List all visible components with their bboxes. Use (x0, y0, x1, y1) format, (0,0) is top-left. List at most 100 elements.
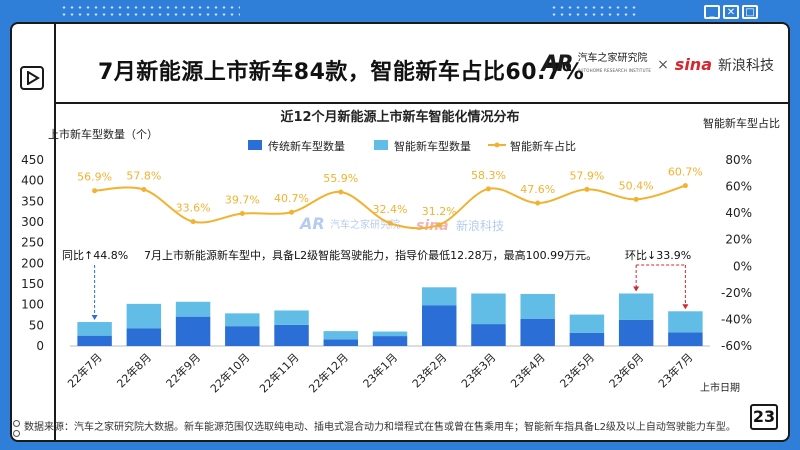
y2-tick-label: -40% (721, 312, 752, 326)
bar-traditional (274, 324, 309, 346)
bar-smart (668, 311, 703, 333)
bar-smart (274, 310, 309, 325)
footnote: 数据来源：汽车之家研究院大数据。新车能源范围仅选取纯电动、插电式混合动力和增程式… (24, 422, 736, 433)
close-icon[interactable]: ✕ (723, 5, 739, 19)
bar-smart (77, 322, 112, 336)
x-tick-label: 23年1月 (360, 350, 400, 390)
bar-traditional (175, 316, 211, 346)
bar-traditional (323, 339, 358, 346)
chart-title: 近12个月新能源上市新车智能化情况分布 (280, 109, 519, 125)
y2-tick-label: 60% (725, 180, 752, 194)
decorative-dots-right (550, 4, 640, 18)
ratio-point (682, 183, 688, 189)
title-divider (54, 102, 788, 104)
ratio-data-label: 60.7% (668, 166, 703, 179)
maximize-icon[interactable]: □ (742, 5, 758, 19)
bar-traditional (618, 319, 654, 346)
cross-icon: × (657, 56, 669, 73)
legend-label: 传统新车型数量 (268, 139, 345, 153)
ratio-point (289, 209, 295, 215)
ratio-data-label: 57.8% (126, 169, 161, 182)
ratio-point (190, 219, 196, 225)
x-axis-label: 上市日期 (700, 381, 740, 394)
bar-smart (175, 301, 211, 317)
play-icon (27, 71, 40, 85)
bar-smart (520, 293, 555, 319)
mom-arrow-head-left (633, 286, 640, 292)
watermark-brand2: 新浪科技 (456, 218, 504, 233)
annotation-middle: 7月上市新能源新车型中，具备L2级智能驾驶能力，指导价最低12.28万，最高10… (144, 248, 597, 262)
ratio-data-label: 39.7% (225, 194, 260, 207)
bar-traditional (422, 305, 457, 346)
bar-traditional (372, 336, 408, 346)
x-tick-label: 22年9月 (163, 350, 203, 390)
y2-tick-label: -20% (721, 286, 752, 300)
ratio-data-label: 57.9% (569, 169, 604, 182)
play-button[interactable] (20, 66, 44, 90)
minimize-icon[interactable]: _ (704, 5, 720, 19)
legend-line-dot (494, 142, 500, 148)
ratio-point (387, 220, 393, 226)
ratio-data-label: 33.6% (176, 202, 211, 215)
ratio-data-label: 56.9% (77, 171, 112, 184)
x-tick-label: 23年2月 (409, 350, 449, 390)
bar-smart (422, 287, 457, 306)
decorative-dots-left (60, 4, 240, 18)
slide-frame: 7月新能源上市新车84款，智能新车占比60.7% AR 汽车之家研究院 AUTO… (10, 22, 790, 442)
autohome-brand: 汽车之家研究院 AUTOHOME RESEARCH INSTITUTE (578, 53, 652, 77)
annotation-yoy: 同比↑44.8% (62, 249, 128, 262)
x-tick-label: 22年12月 (306, 350, 351, 395)
ratio-point (338, 189, 344, 195)
bar-smart (323, 331, 358, 340)
ratio-point (535, 200, 541, 206)
bar-smart (126, 303, 162, 329)
y-tick-label: 200 (21, 256, 44, 270)
mom-arrow-head-right (682, 304, 689, 310)
page-title: 7月新能源上市新车84款，智能新车占比60.7% (98, 60, 585, 85)
x-tick-label: 23年5月 (557, 350, 597, 390)
y2-tick-label: 20% (725, 233, 752, 247)
y2-tick-label: -60% (721, 339, 752, 353)
sidebar (12, 24, 56, 440)
ratio-point (92, 188, 98, 194)
y-tick-label: 250 (21, 236, 44, 250)
sina-logo-icon: sina (674, 55, 712, 74)
ratio-data-label: 31.2% (422, 205, 457, 218)
annotation: 同比↑44.8% 7月上市新能源新车型中，具备L2级智能驾驶能力，指导价最低12… (62, 248, 691, 321)
ratio-point (436, 222, 442, 228)
page-number: 23 (750, 404, 778, 430)
bar-traditional (668, 332, 703, 346)
watermark-ar-icon: AR (298, 214, 325, 233)
y2-tick-label: 40% (725, 206, 752, 220)
bar-smart (569, 314, 605, 333)
y-tick-label: 300 (21, 215, 44, 229)
x-tick-label: 22年8月 (114, 350, 154, 390)
y-tick-label: 150 (21, 277, 44, 291)
y-tick-label: 0 (36, 339, 44, 353)
y-tick-label: 450 (21, 153, 44, 167)
bar-traditional (471, 324, 506, 346)
bar-smart (618, 293, 654, 320)
legend-label: 智能新车占比 (510, 139, 576, 153)
x-tick-label: 23年4月 (508, 350, 548, 390)
ratio-point (485, 186, 491, 192)
legend-swatch (374, 140, 388, 150)
x-tick-label: 22年7月 (64, 350, 104, 390)
x-tick-label: 23年3月 (458, 350, 498, 390)
y-axis-label: 上市新车型数量（个） (48, 127, 158, 141)
ratio-point (633, 196, 639, 202)
x-tick-label: 23年7月 (655, 350, 695, 390)
autohome-brand-sub: AUTOHOME RESEARCH INSTITUTE (577, 67, 652, 73)
legend: 传统新车型数量 智能新车型数量 智能新车占比 (248, 139, 576, 153)
ratio-point (239, 211, 245, 217)
y2-tick-label: 0% (733, 259, 752, 273)
ratio-data-label: 55.9% (323, 172, 358, 185)
brand-logos: AR 汽车之家研究院 AUTOHOME RESEARCH INSTITUTE ×… (542, 52, 774, 77)
autohome-brand-name: 汽车之家研究院 (577, 52, 648, 64)
y-tick-label: 100 (21, 298, 44, 312)
x-tick-label: 22年11月 (256, 350, 301, 395)
y-tick-label: 50 (29, 318, 44, 332)
legend-label: 智能新车型数量 (394, 139, 471, 153)
bar-smart (225, 313, 260, 327)
